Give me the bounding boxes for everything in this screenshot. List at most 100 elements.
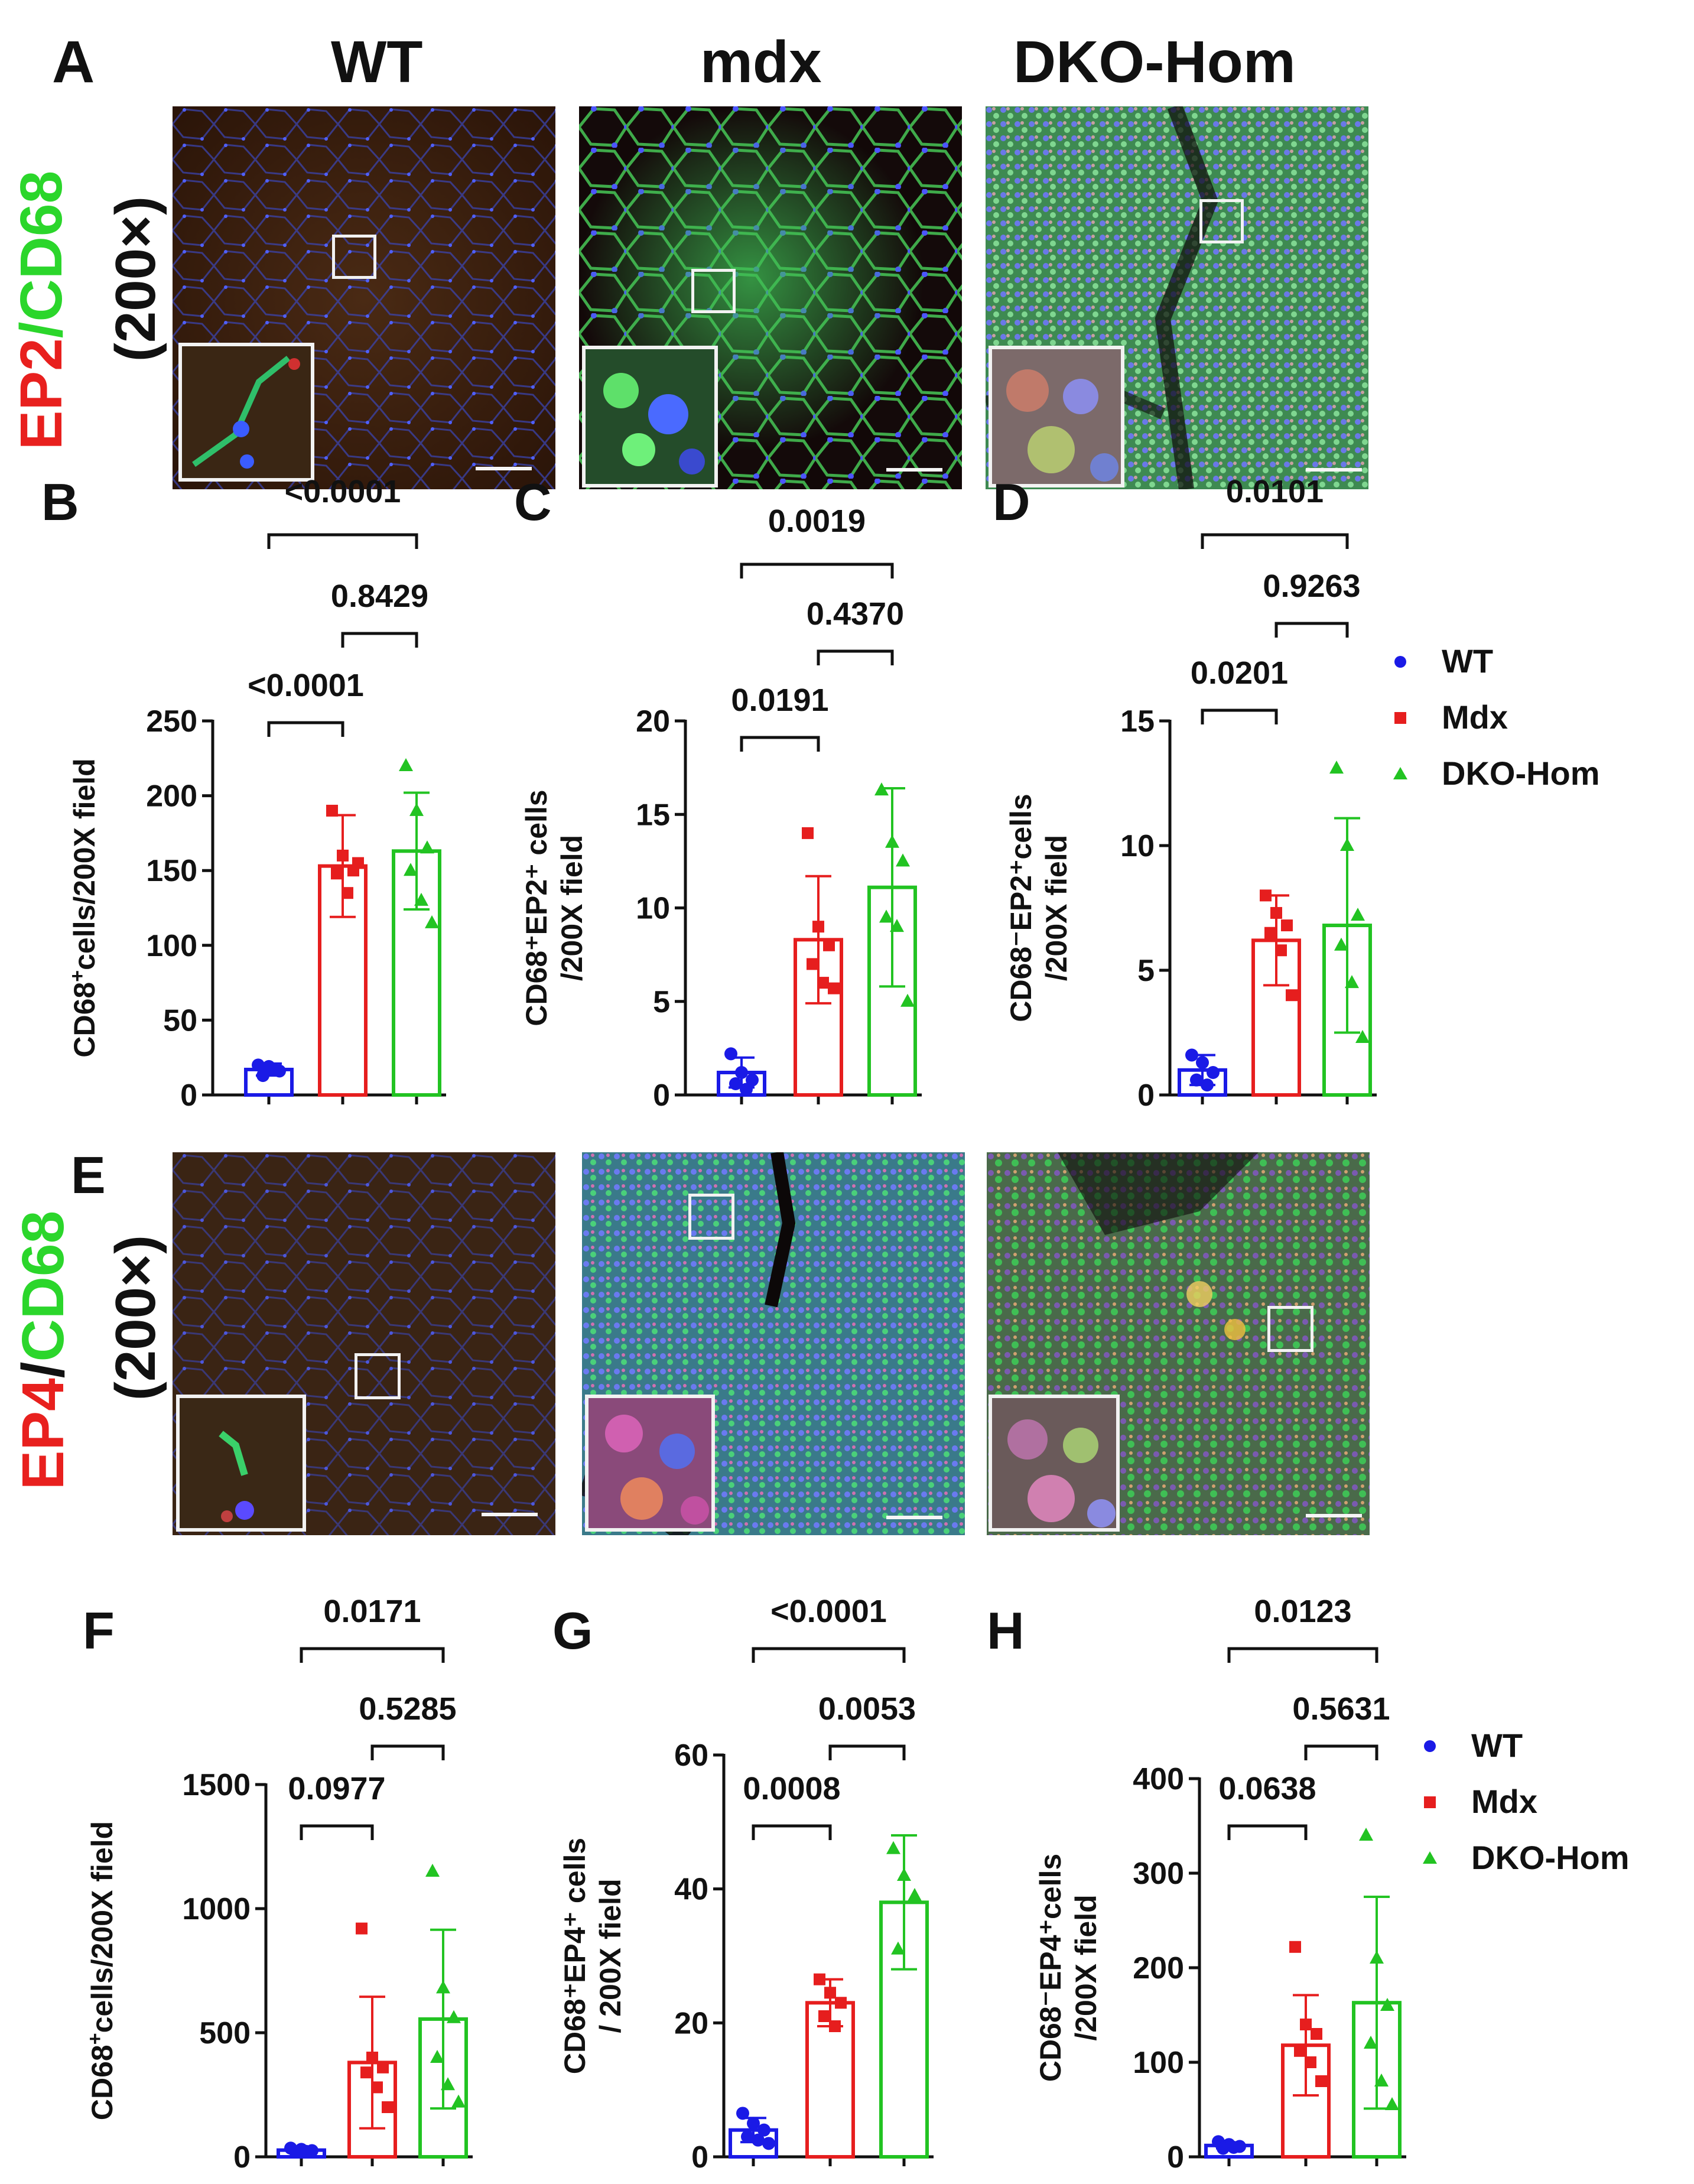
inset-ep2-dko-image bbox=[1006, 369, 1119, 482]
roi-box-ep4-mdx bbox=[688, 1194, 734, 1240]
inset-ep4-mdx bbox=[585, 1395, 715, 1532]
data-point-mdx bbox=[1260, 889, 1272, 902]
data-point-dko bbox=[1355, 1029, 1370, 1043]
p-value-label-1: 0.0053 bbox=[818, 1691, 916, 1727]
legend-marker-dko bbox=[1423, 1851, 1437, 1864]
data-point-wt bbox=[300, 2144, 313, 2158]
y-tick-label: 15 bbox=[1120, 704, 1155, 739]
data-point-mdx bbox=[1275, 944, 1287, 957]
data-point-dko bbox=[1364, 2036, 1378, 2049]
data-point-mdx bbox=[1294, 2045, 1306, 2057]
legend-marker-wt bbox=[1424, 1740, 1436, 1752]
inset-ep2-dko bbox=[989, 346, 1124, 488]
stain-slash-text: / bbox=[8, 321, 74, 339]
scale-bar-ep2-mdx bbox=[886, 468, 942, 472]
data-point-mdx bbox=[818, 2010, 830, 2022]
data-point-dko bbox=[886, 1841, 900, 1854]
micrograph-ep2-wt-image bbox=[173, 106, 555, 489]
roi-box-ep2-wt bbox=[332, 235, 376, 279]
data-point-dko bbox=[447, 2010, 461, 2023]
y-tick-label: 0 bbox=[1167, 2140, 1184, 2175]
roi-box-ep2-mdx bbox=[691, 269, 736, 313]
data-point-dko bbox=[908, 1888, 922, 1901]
legend-marker-dko bbox=[1393, 767, 1407, 779]
data-point-mdx bbox=[829, 2020, 841, 2032]
micrograph-ep2-wt bbox=[173, 106, 555, 489]
significance-bracket-0 bbox=[740, 736, 820, 752]
y-tick-label: 400 bbox=[1133, 1762, 1184, 1796]
data-point-mdx bbox=[337, 849, 349, 862]
panel-letter-f: F bbox=[83, 1601, 115, 1660]
y-axis-label-line1: CD68⁻EP2⁺cells bbox=[1004, 794, 1038, 1022]
y-tick-label: 15 bbox=[636, 798, 670, 832]
data-point-mdx bbox=[814, 1973, 825, 1985]
data-point-dko bbox=[891, 1941, 905, 1955]
legend-marker-mdx bbox=[1424, 1796, 1436, 1808]
data-point-mdx bbox=[1315, 2075, 1327, 2087]
y-tick-label: 0 bbox=[653, 1078, 670, 1113]
inset-ep2-mdx bbox=[582, 346, 718, 488]
y-axis-label-line2: / 200X field bbox=[594, 1878, 627, 2033]
scale-bar-ep2-wt bbox=[476, 467, 532, 470]
inset-ep4-wt bbox=[176, 1395, 306, 1532]
p-value-label-2: 0.0019 bbox=[768, 503, 866, 539]
legend-label-dko-hom: DKO-Hom bbox=[1471, 1839, 1630, 1876]
data-point-mdx bbox=[1270, 906, 1282, 919]
data-point-mdx bbox=[1311, 2028, 1322, 2040]
p-value-label-1: 0.5631 bbox=[1292, 1691, 1390, 1727]
y-tick-label: 500 bbox=[199, 2016, 251, 2050]
data-point-dko bbox=[409, 802, 424, 816]
data-point-mdx bbox=[817, 977, 829, 989]
y-tick-label: 250 bbox=[146, 704, 197, 739]
data-point-dko bbox=[425, 915, 439, 928]
significance-bracket-2 bbox=[740, 563, 894, 578]
scale-bar-ep4-wt bbox=[482, 1513, 538, 1516]
data-point-mdx bbox=[1286, 989, 1298, 1002]
chart-h-cd68neg-ep4pos: H 0 100 200 300 400 CD68⁻EP4⁺cells/200X field 0… bbox=[987, 1594, 1406, 2175]
data-point-mdx bbox=[331, 867, 343, 880]
data-point-dko bbox=[1329, 760, 1344, 774]
data-point-dko bbox=[879, 909, 893, 923]
data-point-mdx bbox=[823, 939, 835, 951]
data-point-wt bbox=[741, 2130, 754, 2143]
data-point-mdx bbox=[802, 827, 814, 839]
y-tick-label: 50 bbox=[163, 1003, 197, 1038]
significance-bracket-1 bbox=[1304, 1744, 1378, 1760]
significance-bracket-0 bbox=[1201, 708, 1278, 724]
p-value-label-1: 0.8429 bbox=[331, 578, 428, 614]
stain-cd68-text-2: CD68 bbox=[10, 1210, 76, 1362]
scale-bar-ep4-dko bbox=[1306, 1514, 1362, 1517]
significance-bracket-1 bbox=[828, 1744, 906, 1760]
inset-ep4-mdx-image bbox=[605, 1415, 709, 1525]
data-point-mdx bbox=[828, 982, 840, 994]
data-point-wt bbox=[1185, 1048, 1198, 1062]
y-axis-label: CD68+cells/200X field bbox=[66, 758, 101, 1057]
data-point-mdx bbox=[1305, 2056, 1316, 2068]
panel-letter-a: A bbox=[52, 29, 95, 95]
magnification-label-top: (200×) bbox=[104, 196, 167, 362]
y-tick-label: 100 bbox=[146, 929, 197, 963]
data-point-dko bbox=[414, 892, 428, 906]
roi-box-ep4-wt bbox=[355, 1353, 401, 1399]
y-axis-label-line2: /200X field bbox=[555, 835, 588, 981]
scale-bar-ep2-dko bbox=[1306, 468, 1362, 472]
data-point-wt bbox=[736, 2107, 749, 2120]
chart-f-cd68-ep4-panel: F 0 500 1000 1500 CD68+cells/200X field 0.0977… bbox=[83, 1594, 473, 2175]
data-point-wt bbox=[1201, 1078, 1214, 1092]
data-point-wt bbox=[747, 2117, 760, 2130]
y-tick-label: 200 bbox=[1133, 1951, 1184, 1985]
y-tick-label: 0 bbox=[1137, 1078, 1155, 1113]
data-point-mdx bbox=[326, 804, 338, 817]
legend-label-dko-hom: DKO-Hom bbox=[1442, 755, 1600, 792]
y-tick-label: 0 bbox=[691, 2140, 708, 2175]
legend-label-mdx: Mdx bbox=[1442, 698, 1508, 736]
data-point-wt bbox=[1227, 2141, 1240, 2154]
header-wt: WT bbox=[331, 29, 423, 95]
y-tick-label: 5 bbox=[1137, 954, 1155, 988]
p-value-label-0: 0.0201 bbox=[1191, 655, 1288, 691]
data-point-dko bbox=[420, 840, 434, 854]
significance-bracket-0 bbox=[752, 1824, 832, 1840]
data-point-mdx bbox=[342, 887, 353, 899]
data-point-dko bbox=[404, 863, 418, 876]
y-axis-label-main: CD68 bbox=[68, 982, 101, 1058]
